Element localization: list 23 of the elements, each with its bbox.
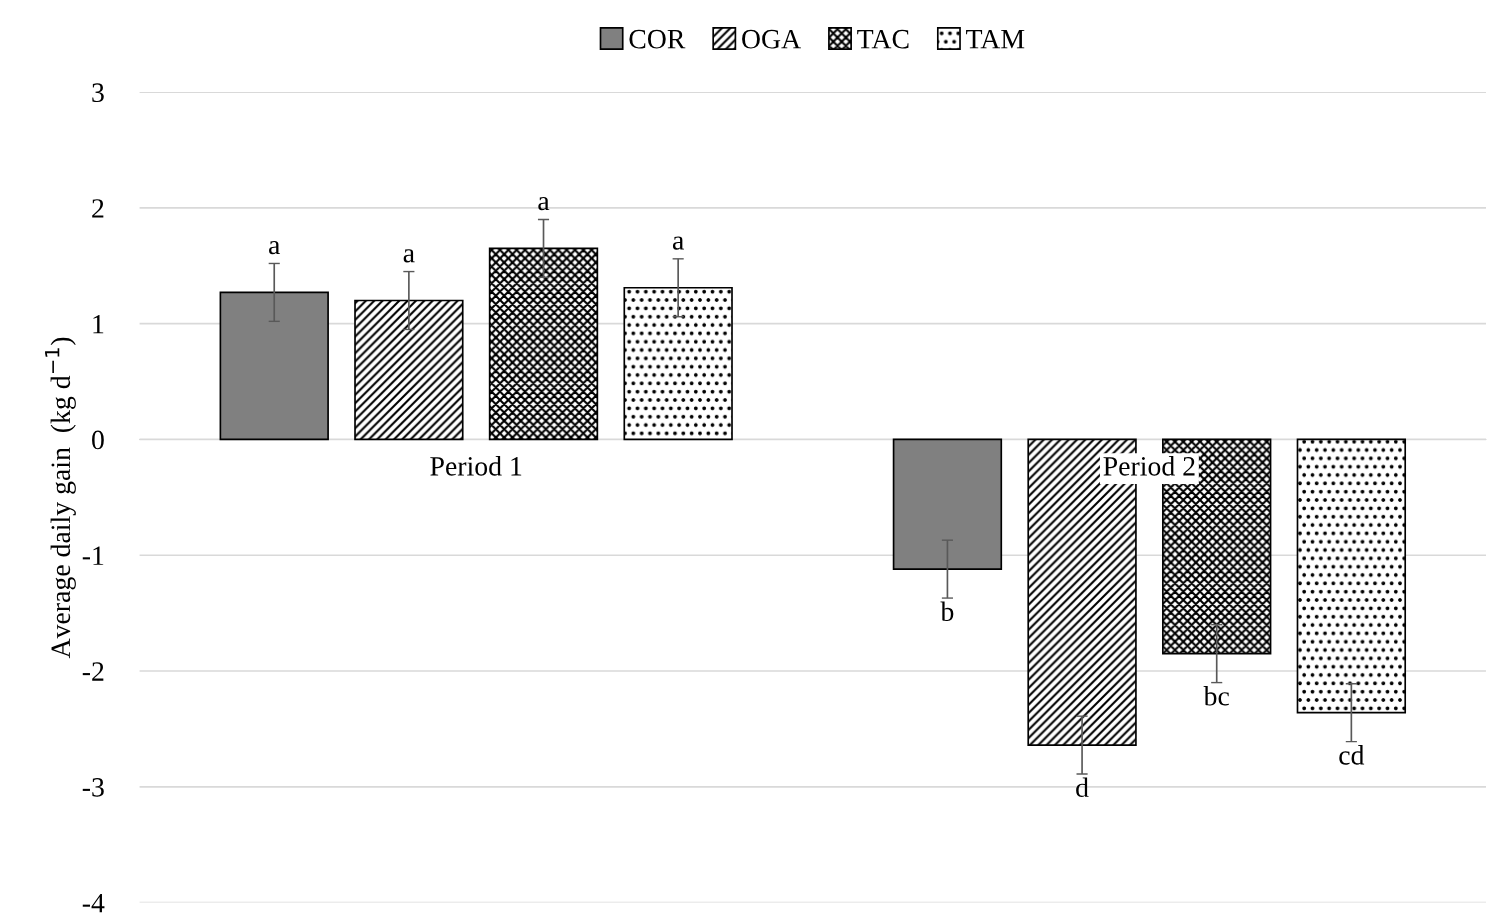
legend-label: TAM [966,29,1025,49]
data-label: a [403,249,415,263]
legend-label: TAC [857,29,909,49]
data-label: a [672,236,684,250]
data-label: b [940,601,954,622]
y-tick-label: 0 [92,430,104,450]
legend-label: OGA [742,29,801,49]
x-tick-label: Period 1 [430,456,522,476]
y-tick-label: -4 [82,893,105,913]
data-label: a [269,241,281,255]
y-tick-label: -2 [82,662,104,681]
y-tick-label: -3 [82,778,104,797]
data-label: cd [1339,745,1365,765]
data-label: bc [1203,686,1229,706]
y-tick-label: 3 [92,83,104,103]
x-tick-label: Period 2 [1103,456,1195,476]
y-axis-title: Average daily gain (kg d$^{−1}$) [45,337,76,659]
y-tick-label: 1 [93,314,104,334]
data-label: a [538,197,550,211]
y-tick-label: 2 [92,199,104,218]
legend-label: COR [629,29,686,49]
y-tick-label: -1 [82,546,104,565]
data-label: d [1076,777,1089,798]
